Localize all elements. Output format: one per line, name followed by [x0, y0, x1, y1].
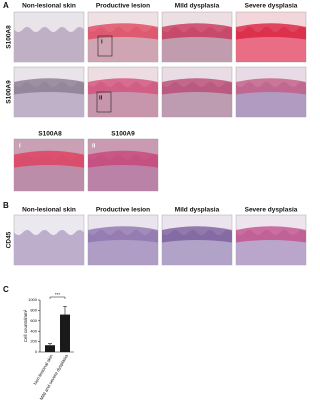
stain: [236, 23, 306, 40]
stain: [88, 23, 158, 40]
stain: [162, 226, 232, 243]
figure: A Non-lesional skin Productive lesion Mi…: [3, 1, 307, 400]
box-label: i: [101, 40, 103, 46]
bar: [60, 314, 70, 352]
y-axis-title: Cell counts/mm²: [23, 309, 28, 342]
stain: [88, 150, 158, 168]
stain: [14, 150, 84, 168]
significance-bracket: [49, 296, 66, 299]
y-tick-label: 600: [30, 318, 37, 323]
stain: [236, 226, 306, 243]
error-bar: [48, 343, 52, 346]
images: [13, 11, 307, 266]
y-tick-label: 0: [35, 349, 38, 354]
y-tick-label: 400: [30, 328, 37, 333]
row-label: S100A8: [6, 25, 13, 49]
column-header: Productive lesion: [96, 207, 150, 214]
column-header: Non-lesional skin: [22, 207, 76, 214]
column-header: Non-lesional skin: [22, 3, 76, 10]
x-tick-label: Mild and severe dysplasia: [39, 353, 69, 400]
zoom-box: [97, 35, 113, 57]
row-label: S100A9: [6, 80, 13, 104]
panel-label: A: [3, 1, 9, 10]
column-header: Mild dysplasia: [175, 207, 220, 214]
panel-label: C: [3, 285, 9, 294]
tissue: [14, 27, 84, 62]
box-label: ii: [99, 96, 103, 102]
stain: [88, 78, 158, 95]
row-label: CD45: [6, 231, 13, 248]
significance: ***: [55, 292, 61, 297]
column-header: Severe dysplasia: [245, 3, 298, 10]
tissue: [14, 230, 84, 265]
column-header: Severe dysplasia: [245, 207, 298, 214]
y-tick-label: 800: [30, 307, 37, 312]
error-bar: [63, 305, 67, 315]
stain: [162, 23, 232, 40]
stain: [88, 226, 158, 243]
y-tick-label: 1000: [28, 297, 38, 302]
inset-label: i: [19, 144, 21, 150]
zoom-box: [96, 91, 112, 113]
bar: [45, 345, 55, 352]
inset-header: S100A9: [111, 131, 135, 138]
stain: [162, 78, 232, 95]
stain: [14, 78, 84, 95]
inset-label: ii: [92, 144, 96, 150]
column-header: Mild dysplasia: [175, 3, 220, 10]
inset-header: S100A8: [38, 131, 62, 138]
panel-label: B: [3, 201, 9, 210]
y-tick-label: 200: [30, 339, 37, 344]
column-header: Productive lesion: [96, 3, 150, 10]
stain: [236, 78, 306, 95]
